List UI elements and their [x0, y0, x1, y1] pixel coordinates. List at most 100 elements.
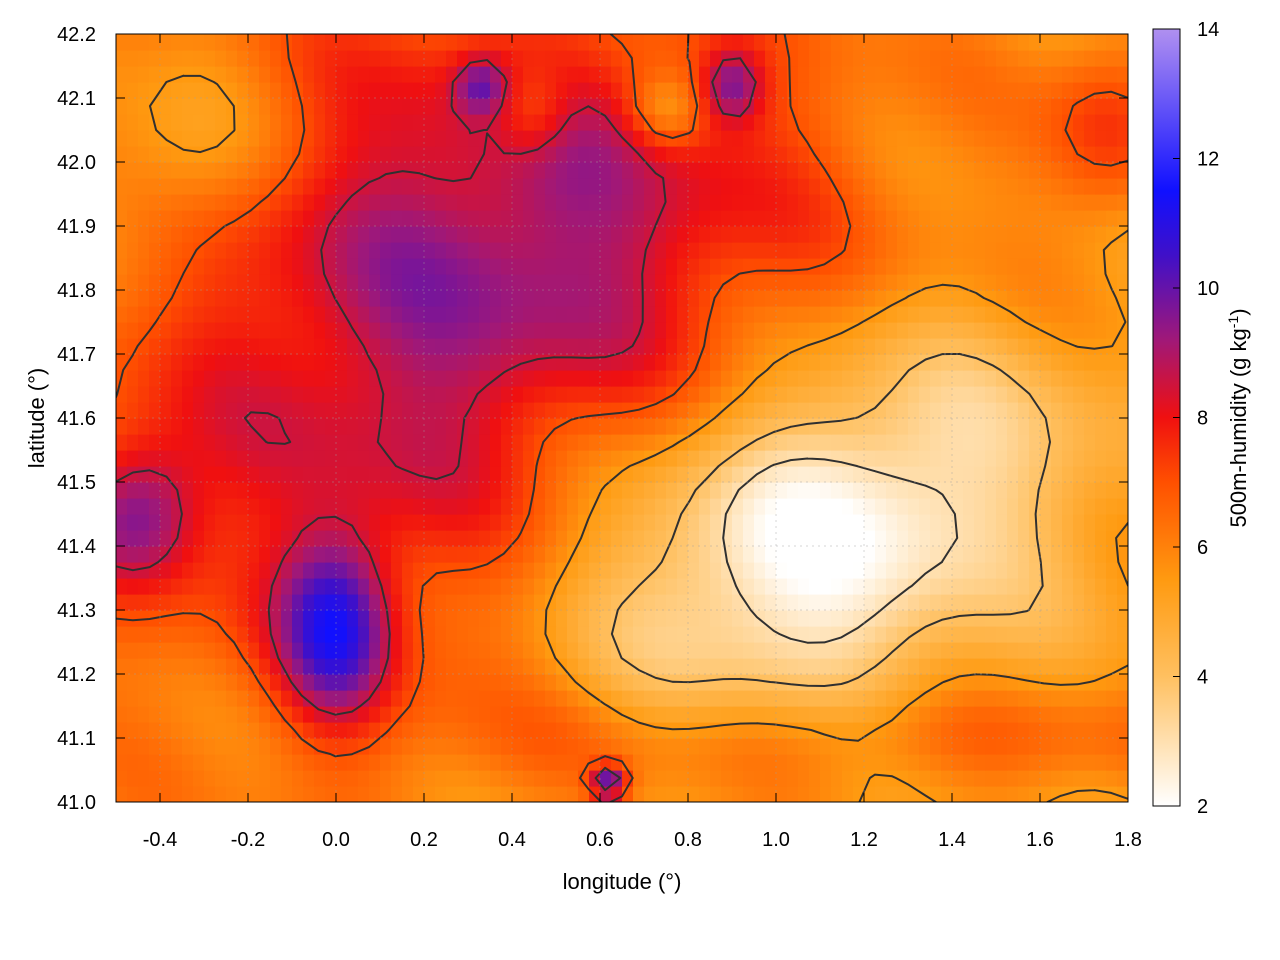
heatmap-cell	[171, 178, 183, 195]
heatmap-cell	[237, 754, 249, 771]
heatmap-cell	[1073, 178, 1085, 195]
heatmap-cell	[600, 546, 612, 563]
heatmap-cell	[160, 114, 172, 131]
heatmap-cell	[402, 690, 414, 707]
heatmap-cell	[919, 738, 931, 755]
heatmap-cell	[468, 338, 480, 355]
heatmap-cell	[633, 338, 645, 355]
heatmap-cell	[996, 674, 1008, 691]
heatmap-cell	[1040, 178, 1052, 195]
heatmap-cell	[765, 434, 777, 451]
heatmap-cell	[787, 50, 799, 67]
heatmap-cell	[358, 738, 370, 755]
heatmap-cell	[787, 674, 799, 691]
heatmap-cell	[996, 706, 1008, 723]
heatmap-cell	[534, 754, 546, 771]
heatmap-cell	[325, 738, 337, 755]
heatmap-cell	[1106, 290, 1118, 307]
heatmap-cell	[842, 690, 854, 707]
heatmap-cell	[644, 322, 656, 339]
heatmap-cell	[369, 418, 381, 435]
heatmap-cell	[765, 706, 777, 723]
heatmap-cell	[864, 530, 876, 547]
heatmap-cell	[193, 466, 205, 483]
heatmap-cell	[798, 98, 810, 115]
heatmap-cell	[534, 98, 546, 115]
heatmap-cell	[226, 578, 238, 595]
heatmap-cell	[347, 402, 359, 419]
heatmap-cell	[1106, 162, 1118, 179]
heatmap-cell	[567, 146, 579, 163]
heatmap-cell	[556, 674, 568, 691]
heatmap-cell	[633, 114, 645, 131]
heatmap-cell	[1062, 370, 1074, 387]
heatmap-cell	[402, 98, 414, 115]
heatmap-cell	[457, 370, 469, 387]
heatmap-cell	[589, 562, 601, 579]
heatmap-cell	[523, 290, 535, 307]
heatmap-cell	[1051, 594, 1063, 611]
heatmap-cell	[787, 162, 799, 179]
heatmap-cell	[787, 402, 799, 419]
heatmap-cell	[314, 402, 326, 419]
heatmap-cell	[270, 610, 282, 627]
heatmap-cell	[325, 66, 337, 83]
heatmap-cell	[765, 610, 777, 627]
heatmap-cell	[589, 114, 601, 131]
heatmap-cell	[787, 658, 799, 675]
heatmap-cell	[963, 194, 975, 211]
heatmap-cell	[996, 82, 1008, 99]
heatmap-cell	[1062, 642, 1074, 659]
heatmap-cell	[545, 338, 557, 355]
heatmap-cell	[963, 82, 975, 99]
heatmap-cell	[1062, 706, 1074, 723]
heatmap-cell	[116, 754, 128, 771]
heatmap-cell	[985, 402, 997, 419]
heatmap-cell	[391, 530, 403, 547]
heatmap-cell	[292, 50, 304, 67]
heatmap-cell	[578, 114, 590, 131]
heatmap-cell	[809, 434, 821, 451]
heatmap-cell	[1007, 754, 1019, 771]
heatmap-cell	[1029, 370, 1041, 387]
heatmap-cell	[710, 146, 722, 163]
heatmap-cell	[468, 258, 480, 275]
heatmap-cell	[314, 50, 326, 67]
heatmap-cell	[259, 690, 271, 707]
heatmap-cell	[897, 578, 909, 595]
heatmap-cell	[347, 706, 359, 723]
heatmap-cell	[952, 626, 964, 643]
heatmap-cell	[930, 114, 942, 131]
heatmap-cell	[116, 578, 128, 595]
heatmap-cell	[963, 658, 975, 675]
heatmap-cell	[897, 514, 909, 531]
heatmap-cell	[655, 322, 667, 339]
heatmap-cell	[1106, 114, 1118, 131]
heatmap-cell	[831, 226, 843, 243]
heatmap-cell	[842, 402, 854, 419]
heatmap-cell	[182, 738, 194, 755]
heatmap-cell	[226, 178, 238, 195]
heatmap-cell	[182, 482, 194, 499]
heatmap-cell	[1073, 418, 1085, 435]
heatmap-cell	[941, 450, 953, 467]
heatmap-cell	[578, 50, 590, 67]
heatmap-cell	[270, 722, 282, 739]
heatmap-cell	[1073, 258, 1085, 275]
heatmap-cell	[479, 610, 491, 627]
heatmap-cell	[567, 98, 579, 115]
heatmap-cell	[402, 610, 414, 627]
heatmap-cell	[743, 514, 755, 531]
heatmap-cell	[402, 658, 414, 675]
heatmap-cell	[666, 770, 678, 787]
heatmap-cell	[666, 466, 678, 483]
heatmap-cell	[424, 226, 436, 243]
heatmap-cell	[655, 194, 667, 211]
heatmap-cell	[1029, 354, 1041, 371]
heatmap-cell	[765, 354, 777, 371]
heatmap-cell	[457, 450, 469, 467]
heatmap-cell	[1051, 706, 1063, 723]
heatmap-cell	[897, 130, 909, 147]
heatmap-cell	[369, 258, 381, 275]
heatmap-cell	[732, 82, 744, 99]
